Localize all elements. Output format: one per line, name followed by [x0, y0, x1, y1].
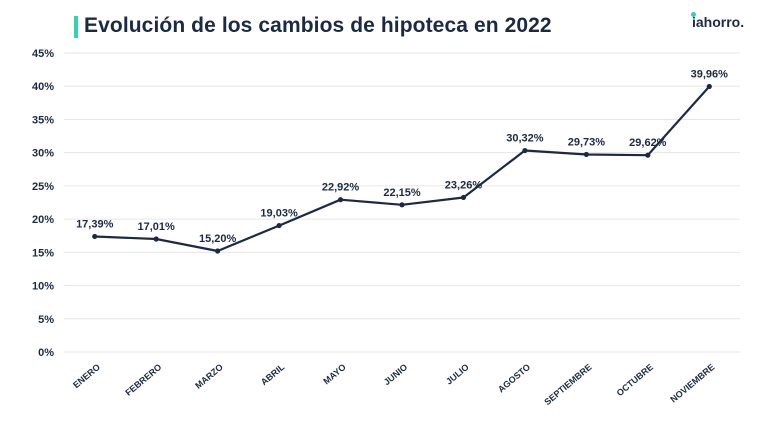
data-label: 29,62% [629, 137, 667, 149]
data-point [215, 248, 221, 254]
data-point [276, 222, 282, 229]
data-label: 29,73% [568, 136, 606, 148]
y-axis: 0% 5% 10% 15% 20% 25% 30% 35% 40% 45% [32, 48, 54, 359]
data-point [153, 236, 159, 242]
grid-lines [64, 52, 740, 353]
brand-logo: iahorro. [692, 14, 745, 30]
logo-dot-icon [691, 12, 696, 17]
x-tick-label: AGOSTO [496, 362, 532, 395]
x-tick-label: MAYO [321, 362, 347, 386]
data-point [706, 83, 712, 90]
y-tick-label: 15% [32, 247, 54, 259]
data-label: 19,03% [260, 208, 298, 220]
y-tick-label: 5% [38, 314, 54, 326]
y-tick-label: 25% [32, 181, 54, 193]
data-point [460, 194, 467, 201]
data-point [645, 152, 651, 158]
x-axis: ENERO FEBRERO MARZO ABRIL MAYO JUNIO JULIO AGOS… [71, 362, 716, 408]
x-tick-label: ENERO [71, 362, 102, 390]
y-tick-label: 40% [32, 81, 54, 93]
y-tick-label: 0% [38, 347, 54, 359]
data-label: 22,92% [322, 182, 360, 194]
series-line [94, 85, 711, 253]
data-label: 39,96% [691, 68, 729, 80]
data-point [583, 151, 589, 158]
y-tick-label: 10% [32, 281, 54, 293]
x-tick-label: FEBRERO [123, 362, 163, 398]
data-label: 22,15% [383, 187, 421, 199]
x-tick-label: NOVIEMBRE [668, 362, 716, 405]
data-point [522, 147, 528, 154]
data-label: 15,20% [199, 233, 237, 245]
y-tick-label: 30% [32, 148, 54, 160]
x-tick-label: ABRIL [259, 362, 287, 388]
y-tick-label: 45% [32, 48, 54, 60]
data-point [337, 197, 344, 203]
data-label: 23,26% [445, 179, 483, 191]
x-tick-label: JULIO [444, 362, 471, 387]
y-tick-label: 20% [32, 214, 54, 226]
title-accent-bar [74, 16, 78, 38]
x-tick-label: OCTUBRE [615, 362, 656, 398]
x-tick-label: JUNIO [382, 362, 410, 387]
x-tick-label: MARZO [193, 362, 225, 391]
data-label: 17,39% [76, 218, 114, 230]
data-label: 30,32% [506, 133, 544, 145]
data-label: 17,01% [138, 221, 176, 233]
data-point [92, 233, 98, 240]
x-tick-label: SEPTIEMBRE [542, 362, 593, 407]
chart-title: Evolución de los cambios de hipoteca en … [84, 14, 552, 37]
data-point [399, 202, 405, 208]
data-labels: 17,39% 17,01% 15,20% 19,03% 22,92% 22,15% 23,2… [76, 68, 728, 245]
data-points [92, 83, 712, 254]
y-tick-label: 35% [32, 114, 54, 126]
